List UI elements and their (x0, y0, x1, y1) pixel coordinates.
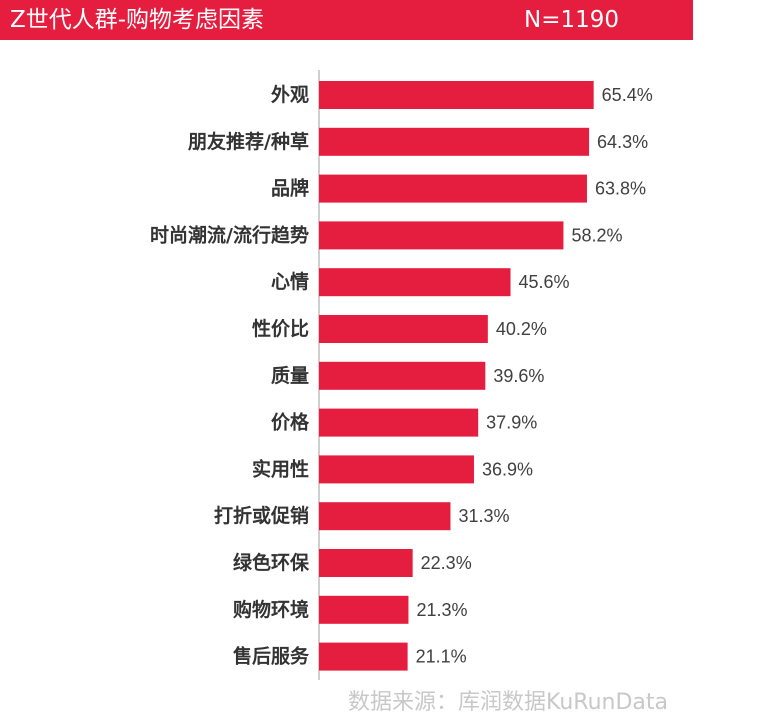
value-label: 37.9% (486, 413, 537, 433)
value-label: 31.3% (458, 506, 509, 526)
category-label: 实用性 (252, 457, 309, 480)
category-label: 打折或促销 (214, 504, 309, 527)
value-label: 64.3% (597, 132, 648, 152)
bar (319, 642, 408, 671)
bar (319, 408, 479, 437)
category-label: 时尚潮流/流行趋势 (150, 223, 309, 246)
value-label: 21.3% (416, 600, 467, 620)
category-label: 价格 (271, 411, 310, 434)
sample-size: N=1190 (524, 7, 620, 33)
value-label: 21.1% (416, 647, 467, 667)
value-label: 36.9% (482, 459, 533, 479)
category-label: 售后服务 (232, 645, 310, 668)
value-label: 40.2% (496, 319, 547, 339)
category-label: 品牌 (271, 177, 309, 200)
category-label: 购物环境 (233, 598, 309, 621)
bar (319, 595, 409, 624)
bar (319, 361, 486, 390)
bar (319, 127, 590, 156)
chart-header-bar: Z世代人群-购物考虑因素 N=1190 (0, 0, 693, 40)
category-label: 性价比 (252, 317, 309, 340)
value-label: 45.6% (519, 272, 570, 292)
bar (319, 81, 594, 109)
value-label: 39.6% (493, 366, 544, 386)
value-label: 63.8% (595, 179, 646, 199)
bar (319, 221, 564, 250)
chart-title: Z世代人群-购物考虑因素 (10, 7, 265, 33)
bar (319, 502, 451, 531)
bar (319, 549, 413, 577)
category-label: 外观 (271, 83, 309, 106)
value-label: 65.4% (602, 85, 653, 105)
bar (319, 268, 511, 297)
bar (319, 315, 488, 343)
value-label: 58.2% (571, 225, 622, 245)
bar (319, 455, 474, 484)
value-label: 22.3% (421, 553, 472, 573)
category-label: 朋友推荐/种草 (188, 130, 309, 153)
bar (319, 174, 587, 203)
category-label: 心情 (271, 270, 309, 293)
category-label: 绿色环保 (233, 551, 310, 574)
category-label: 质量 (271, 365, 309, 387)
data-source-note: 数据来源：库润数据KuRunData (348, 690, 668, 715)
